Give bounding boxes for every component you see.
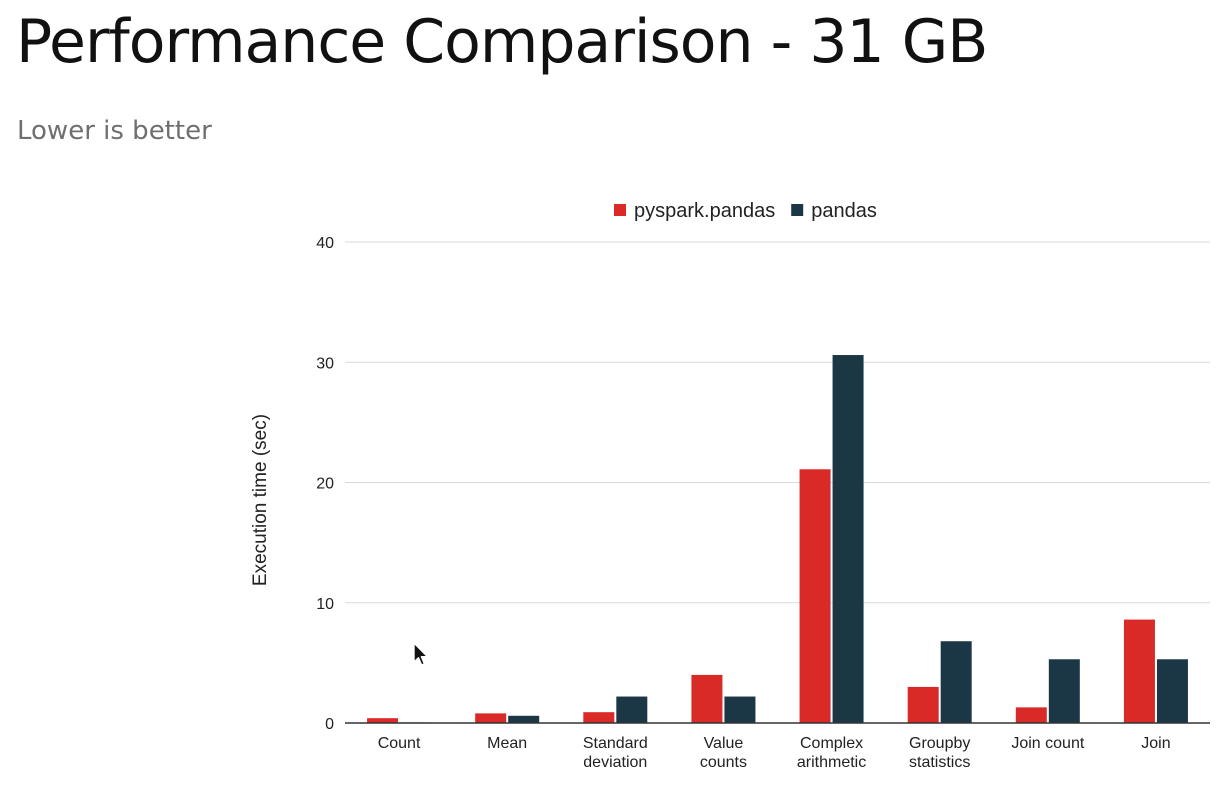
- legend-label: pandas: [811, 200, 877, 222]
- x-tick-label: deviation: [583, 754, 647, 771]
- bar-pyspark-pandas-0: [367, 718, 399, 723]
- x-tick-label: Standard: [583, 735, 648, 752]
- y-tick-label: 10: [316, 596, 334, 613]
- axes: 0 10 20 30 40 Count Mean Standard deviation Value…: [316, 235, 1210, 771]
- x-tick-label: Join: [1141, 735, 1170, 752]
- bar-pyspark-pandas-6: [1015, 707, 1047, 723]
- y-tick-label: 20: [316, 476, 334, 493]
- y-axis-title: Execution time (sec): [250, 414, 271, 586]
- bar-pyspark-pandas-3: [691, 674, 723, 723]
- bar-pandas-5: [940, 641, 972, 723]
- bar-pandas-1: [508, 715, 540, 723]
- legend-label: pyspark.pandas: [634, 200, 775, 222]
- mouse-pointer-icon: [413, 642, 429, 666]
- legend-swatch: [614, 204, 626, 216]
- x-tick-label: Groupby: [909, 735, 970, 752]
- bars: [367, 355, 1188, 723]
- bar-pyspark-pandas-7: [1123, 619, 1155, 723]
- legend-swatch: [791, 204, 804, 216]
- bar-pandas-6: [1048, 659, 1080, 723]
- legend: pyspark.pandas pandas: [614, 200, 877, 222]
- x-tick-label: Value: [704, 735, 744, 752]
- slide-title: Performance Comparison - 31 GB: [16, 7, 988, 77]
- x-tick-label: Complex: [800, 735, 863, 752]
- x-tick-label: statistics: [909, 754, 970, 771]
- bar-pandas-4: [832, 355, 864, 723]
- bar-pandas-3: [724, 696, 756, 723]
- y-tick-label: 0: [325, 716, 334, 733]
- bar-pyspark-pandas-5: [907, 686, 939, 723]
- bar-pyspark-pandas-2: [583, 712, 615, 723]
- gridlines: [345, 241, 1210, 604]
- bar-pyspark-pandas-1: [475, 713, 507, 723]
- x-tick-label: counts: [700, 754, 747, 771]
- y-tick-label: 40: [316, 235, 334, 252]
- x-tick-label: Mean: [487, 735, 527, 752]
- bar-pandas-2: [616, 696, 648, 723]
- bar-pyspark-pandas-4: [799, 469, 831, 723]
- x-tick-label: Join count: [1011, 735, 1084, 752]
- bar-pandas-7: [1156, 659, 1188, 723]
- x-tick-label: Count: [378, 735, 421, 752]
- y-tick-label: 30: [316, 355, 334, 372]
- x-tick-label: arithmetic: [797, 754, 866, 771]
- slide-subtitle: Lower is better: [17, 116, 212, 146]
